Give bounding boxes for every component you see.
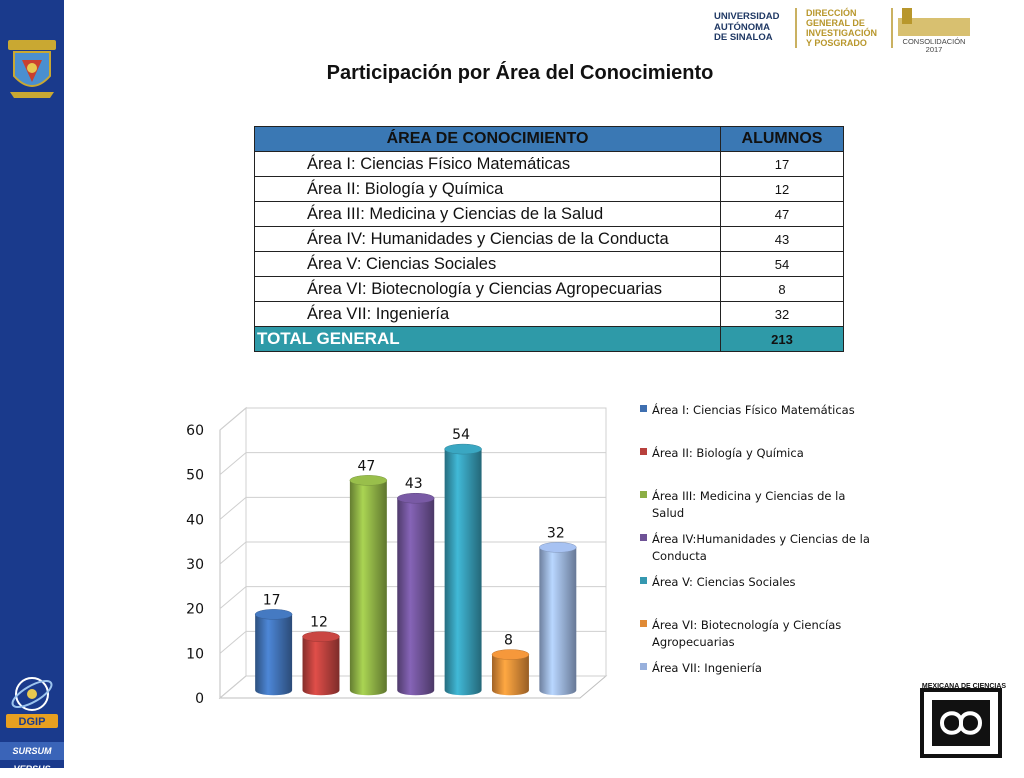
table-row: Área VII: Ingeniería 32 (254, 301, 844, 327)
data-label: 43 (405, 476, 423, 492)
data-label: 17 (263, 592, 281, 608)
table-row: Área III: Medicina y Ciencias de la Salu… (254, 201, 844, 227)
university-name: UNIVERSIDAD AUTÓNOMA DE SINALOA (714, 11, 780, 43)
legend-label: Área V: Ciencias Sociales (652, 575, 796, 589)
students-cell: 32 (720, 301, 844, 327)
sidebar-motto: SURSUM VERSUS (0, 742, 64, 774)
header-logos (795, 8, 970, 48)
y-tick-label: 40 (186, 512, 204, 528)
data-label: 8 (504, 633, 513, 649)
gridline (219, 541, 606, 565)
table-row: Área II: Biología y Química 12 (254, 176, 844, 202)
y-tick-label: 60 (186, 423, 204, 439)
legend-label: Área I: Ciencias Físico Matemáticas (652, 403, 855, 417)
y-tick-label: 50 (186, 468, 204, 484)
area-cell: Área IV: Humanidades y Ciencias de la Co… (254, 226, 721, 252)
gridline (219, 452, 606, 476)
legend-swatch (640, 405, 647, 412)
bar (539, 547, 577, 696)
legend-swatch (640, 491, 647, 498)
gridline (219, 675, 606, 699)
total-label: TOTAL GENERAL (254, 326, 721, 352)
bar-top (539, 542, 577, 553)
legend-label: Área VII: Ingeniería (652, 661, 762, 675)
legend-label: Área II: Biología y Química (652, 446, 804, 460)
area-cell: Área III: Medicina y Ciencias de la Salu… (254, 201, 721, 227)
bar (302, 636, 340, 696)
y-tick-label: 20 (186, 602, 204, 618)
y-tick-label: 0 (195, 691, 204, 707)
table-row: Área VI: Biotecnología y Ciencias Agrope… (254, 276, 844, 302)
area-cell: Área VII: Ingeniería (254, 301, 721, 327)
students-cell: 17 (720, 151, 844, 177)
bar-top (491, 649, 530, 660)
page-title: Participación por Área del Conocimiento (326, 62, 714, 84)
gridline (219, 586, 606, 610)
legend-label: Área III: Medicina y Ciencias de la Salu… (652, 489, 846, 520)
data-label: 32 (547, 525, 565, 541)
bar (349, 480, 387, 696)
consolidation-label: CONSOLIDACIÓN 2017 (898, 38, 970, 54)
legend-swatch (640, 663, 647, 670)
dgip-label: DGIP (19, 716, 46, 728)
legend-swatch (640, 534, 647, 541)
table-row: Área V: Ciencias Sociales 54 (254, 251, 844, 277)
total-row: TOTAL GENERAL 213 (254, 326, 844, 352)
legend-swatch (640, 620, 647, 627)
bar (255, 614, 293, 696)
gridline (219, 407, 606, 431)
header-area: ÁREA DE CONOCIMIENTO (254, 126, 721, 152)
table-row: Área IV: Humanidades y Ciencias de la Co… (254, 226, 844, 252)
area-cell: Área II: Biología y Química (254, 176, 721, 202)
legend-swatch (640, 448, 647, 455)
y-tick-label: 10 (186, 646, 204, 662)
area-cell: Área I: Ciencias Físico Matemáticas (254, 151, 721, 177)
mexican-academy-seal: MEXICANA DE CIENCIAS (920, 683, 1006, 758)
bar-top (444, 443, 482, 455)
legend-swatch (640, 577, 647, 584)
table-row: Área I: Ciencias Físico Matemáticas 17 (254, 151, 844, 177)
gridline (219, 496, 606, 520)
bar (444, 449, 482, 696)
y-tick-label: 30 (186, 557, 204, 573)
header-students: ALUMNOS (720, 126, 844, 152)
bar-top (349, 475, 388, 486)
students-cell: 43 (720, 226, 844, 252)
students-cell: 12 (720, 176, 844, 202)
students-cell: 8 (720, 276, 844, 302)
direction-name: DIRECCIÓN GENERAL DE INVESTIGACIÓN Y POS… (806, 8, 878, 48)
data-label: 54 (452, 427, 470, 443)
legend-label: Área IV:Humanidades y Ciencias de la Con… (652, 532, 870, 563)
area-cell: Área VI: Biotecnología y Ciencias Agrope… (254, 276, 721, 302)
data-label: 12 (310, 615, 328, 631)
total-value: 213 (720, 326, 844, 352)
bar-chart: 0 10 20 30 40 50 60 17 12 47 43 54 8 32 (186, 406, 608, 707)
students-cell: 47 (720, 201, 844, 227)
bar (491, 654, 529, 696)
bar-top (254, 609, 293, 620)
university-shield-logo (8, 40, 56, 98)
dgip-logo: DGIP (6, 677, 58, 728)
students-cell: 54 (720, 251, 844, 277)
knowledge-area-table: ÁREA DE CONOCIMIENTO ALUMNOS Área I: Cie… (254, 126, 844, 352)
table-header-row: ÁREA DE CONOCIMIENTO ALUMNOS (254, 126, 844, 152)
svg-text:MEXICANA DE CIENCIAS: MEXICANA DE CIENCIAS (922, 683, 1006, 690)
left-sidebar: DGIP SURSUM VERSUS (0, 0, 64, 774)
area-cell: Área V: Ciencias Sociales (254, 251, 721, 277)
gridline (219, 630, 606, 654)
consolidation-year: 2017 (925, 45, 943, 54)
bar-top (397, 492, 435, 504)
legend-label: Área VI: Biotecnología y Ciencías Agrope… (652, 618, 842, 649)
bar-top (302, 631, 340, 642)
consolidation-text: CONSOLIDACIÓN (902, 37, 966, 46)
bar (397, 498, 435, 696)
data-label: 47 (357, 458, 375, 474)
